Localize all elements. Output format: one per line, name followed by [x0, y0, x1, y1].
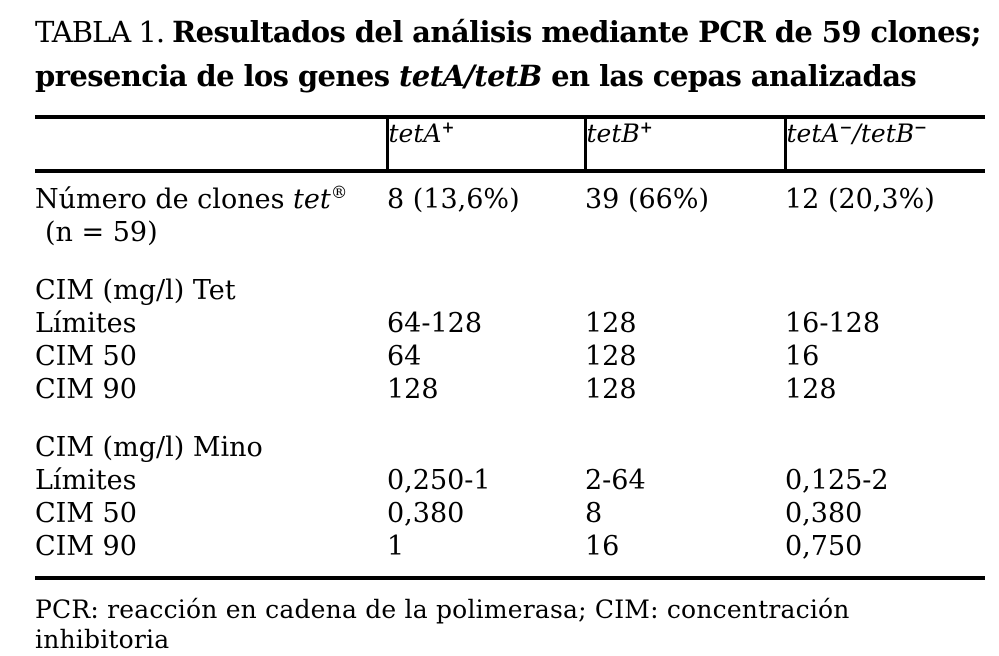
- table-title: TABLA 1. Resultados del análisis mediante…: [35, 10, 987, 98]
- title-line-1: TABLA 1. Resultados del análisis mediante…: [35, 10, 987, 54]
- column-header-tetA-neg-tetB-neg: tetA−/tetB−: [783, 117, 985, 173]
- section-row-cim-mino: CIM (mg/l) Mino: [35, 406, 985, 464]
- cell-value: 0,380: [387, 498, 465, 529]
- table-body: Número de clones tet® (n = 59) 8 (13,6%)…: [35, 171, 985, 578]
- cell-empty: [585, 249, 785, 307]
- cell-value: 16: [585, 531, 620, 562]
- section-label: CIM (mg/l) Mino: [35, 432, 263, 463]
- cell-value: 0,250-1: [387, 465, 491, 496]
- cell-empty: [585, 406, 785, 464]
- cell-empty: [387, 249, 585, 307]
- header-gene-text: tetA: [388, 119, 442, 148]
- header-superscript: −: [914, 117, 928, 137]
- results-table: tetA+ tetB+ tetA−/tetB− Número de clones…: [35, 115, 985, 580]
- header-superscript: +: [639, 117, 653, 137]
- cell-empty: [785, 249, 985, 307]
- title-line-2: presencia de los genes tetA/tetB en las …: [35, 54, 987, 98]
- row-label: CIM 50: [35, 498, 137, 529]
- cell-value: 16: [785, 341, 820, 372]
- section-label: CIM (mg/l) Tet: [35, 275, 236, 306]
- cell-value: 2-64: [585, 465, 646, 496]
- table-row-tet-limites: Límites 64-128 128 16-128: [35, 307, 985, 340]
- header-superscript: −: [839, 117, 853, 137]
- cell-value: 12 (20,3%): [785, 184, 935, 215]
- column-header-tetB-pos: tetB+: [583, 117, 785, 173]
- cell-value: 8 (13,6%): [387, 184, 520, 215]
- cell-value: 0,750: [785, 531, 863, 562]
- row-label: Límites: [35, 308, 137, 339]
- header-superscript: +: [441, 117, 455, 137]
- row-label: Límites: [35, 465, 137, 496]
- header-gene-text: /tetB: [852, 119, 915, 148]
- row-label: CIM 90: [35, 531, 137, 562]
- header-gene-text: tetA: [786, 119, 840, 148]
- table-row-tet-cim90: CIM 90 128 128 128: [35, 373, 985, 406]
- cell-value: 64: [387, 341, 422, 372]
- section-row-cim-tet: CIM (mg/l) Tet: [35, 249, 985, 307]
- cell-empty: [387, 406, 585, 464]
- table-row-tet-cim50: CIM 50 64 128 16: [35, 340, 985, 373]
- cell-value: 128: [785, 374, 837, 405]
- cell-value: 128: [585, 308, 637, 339]
- title-text-line1: Resultados del análisis mediante PCR de …: [172, 15, 981, 49]
- row-label-gene: tet: [293, 184, 331, 215]
- table-row-num-clones: Número de clones tet® (n = 59) 8 (13,6%)…: [35, 171, 985, 249]
- row-label-cell: Número de clones tet® (n = 59): [35, 171, 387, 249]
- header-gene-text: tetB: [586, 119, 640, 148]
- column-header-tetA-pos: tetA+: [385, 117, 585, 173]
- title-text-line2-post: en las cepas analizadas: [541, 59, 917, 93]
- cell-value: 0,380: [785, 498, 863, 529]
- table-header: tetA+ tetB+ tetA−/tetB−: [35, 117, 985, 173]
- cell-value: 39 (66%): [585, 184, 710, 215]
- cell-value: 1: [387, 531, 405, 562]
- header-row: tetA+ tetB+ tetA−/tetB−: [35, 117, 985, 173]
- cell-value: 8: [585, 498, 603, 529]
- footnote-line-1: PCR: reacción en cadena de la polimerasa…: [35, 595, 850, 654]
- title-gene-names: tetA/tetB: [398, 59, 542, 93]
- cell-value: 64-128: [387, 308, 483, 339]
- table-number-label: TABLA 1.: [35, 15, 165, 49]
- title-text-line2-pre: presencia de los genes: [35, 59, 399, 93]
- cell-empty: [785, 406, 985, 464]
- cell-value: 128: [585, 374, 637, 405]
- cell-value: 128: [387, 374, 439, 405]
- table-row-mino-cim90: CIM 90 1 16 0,750: [35, 530, 985, 578]
- table-row-mino-cim50: CIM 50 0,380 8 0,380: [35, 497, 985, 530]
- row-label: CIM 50: [35, 341, 137, 372]
- cell-value: 0,125-2: [785, 465, 889, 496]
- table-footnote: PCR: reacción en cadena de la polimerasa…: [35, 595, 987, 656]
- row-label-text: Número de clones: [35, 184, 294, 215]
- table-row-mino-limites: Límites 0,250-1 2-64 0,125-2: [35, 464, 985, 497]
- cell-value: 128: [585, 341, 637, 372]
- cell-value: 16-128: [785, 308, 881, 339]
- row-label-line2: (n = 59): [45, 217, 158, 248]
- row-label: CIM 90: [35, 374, 137, 405]
- header-empty-cell: [35, 117, 387, 173]
- registered-superscript: ®: [330, 182, 348, 202]
